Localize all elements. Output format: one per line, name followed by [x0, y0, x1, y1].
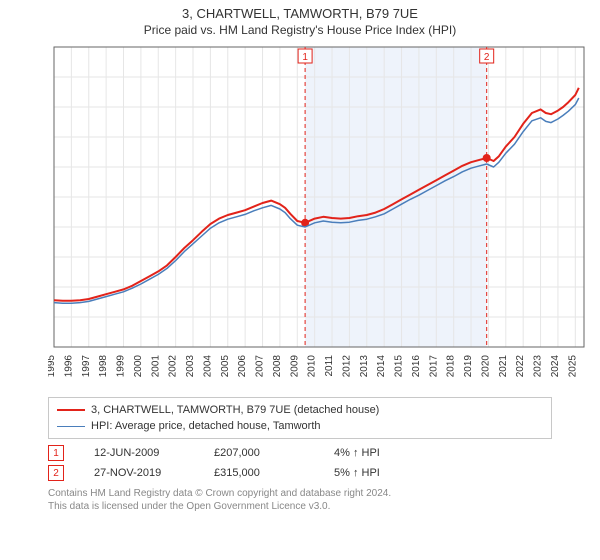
svg-text:2001: 2001 [150, 355, 161, 378]
page-subtitle: Price paid vs. HM Land Registry's House … [0, 21, 600, 41]
legend: 3, CHARTWELL, TAMWORTH, B79 7UE (detache… [48, 397, 552, 439]
event-marker: 2 [48, 465, 64, 481]
event-delta: 5% ↑ HPI [334, 467, 424, 479]
legend-swatch [57, 426, 85, 427]
svg-text:2003: 2003 [185, 355, 196, 378]
svg-text:2022: 2022 [515, 355, 526, 378]
footer-line: Contains HM Land Registry data © Crown c… [48, 487, 552, 500]
event-date: 12-JUN-2009 [94, 447, 184, 459]
svg-text:2007: 2007 [255, 355, 266, 378]
legend-label: HPI: Average price, detached house, Tamw… [91, 418, 321, 434]
event-price: £315,000 [214, 467, 304, 479]
event-table: 1 12-JUN-2009 £207,000 4% ↑ HPI 2 27-NOV-2019… [48, 443, 552, 483]
legend-swatch [57, 409, 85, 411]
svg-text:2017: 2017 [428, 355, 439, 378]
svg-text:2024: 2024 [550, 355, 561, 378]
event-row: 2 27-NOV-2019 £315,000 5% ↑ HPI [48, 463, 552, 483]
page-title: 3, CHARTWELL, TAMWORTH, B79 7UE [0, 0, 600, 21]
svg-text:2015: 2015 [394, 355, 405, 378]
svg-text:2018: 2018 [446, 355, 457, 378]
svg-text:2006: 2006 [237, 355, 248, 378]
svg-text:2019: 2019 [463, 355, 474, 378]
svg-text:2016: 2016 [411, 355, 422, 378]
svg-text:2013: 2013 [359, 355, 370, 378]
legend-item: HPI: Average price, detached house, Tamw… [57, 418, 543, 434]
svg-text:2009: 2009 [289, 355, 300, 378]
svg-text:2025: 2025 [567, 355, 578, 378]
legend-label: 3, CHARTWELL, TAMWORTH, B79 7UE (detache… [91, 402, 379, 418]
event-price: £207,000 [214, 447, 304, 459]
svg-text:2014: 2014 [376, 355, 387, 378]
event-marker: 1 [48, 445, 64, 461]
event-delta: 4% ↑ HPI [334, 447, 424, 459]
footer-line: This data is licensed under the Open Gov… [48, 500, 552, 513]
svg-text:1997: 1997 [81, 355, 92, 378]
svg-text:1: 1 [302, 52, 308, 63]
svg-text:2010: 2010 [307, 355, 318, 378]
legend-item: 3, CHARTWELL, TAMWORTH, B79 7UE (detache… [57, 402, 543, 418]
svg-text:2011: 2011 [324, 355, 335, 377]
svg-text:2012: 2012 [341, 355, 352, 378]
footer-attribution: Contains HM Land Registry data © Crown c… [48, 487, 552, 513]
svg-text:1998: 1998 [98, 355, 109, 378]
svg-text:1996: 1996 [63, 355, 74, 378]
svg-text:2020: 2020 [480, 355, 491, 378]
svg-text:2000: 2000 [133, 355, 144, 378]
svg-text:2021: 2021 [498, 355, 509, 378]
svg-text:1999: 1999 [116, 355, 127, 378]
svg-text:2004: 2004 [202, 355, 213, 378]
event-date: 27-NOV-2019 [94, 467, 184, 479]
svg-text:1995: 1995 [48, 355, 57, 378]
svg-text:2008: 2008 [272, 355, 283, 378]
price-chart: £0£50K£100K£150K£200K£250K£300K£350K£400… [48, 41, 590, 391]
svg-text:2: 2 [484, 52, 490, 63]
svg-text:2023: 2023 [533, 355, 544, 378]
svg-text:2002: 2002 [168, 355, 179, 378]
svg-text:2005: 2005 [220, 355, 231, 378]
event-row: 1 12-JUN-2009 £207,000 4% ↑ HPI [48, 443, 552, 463]
